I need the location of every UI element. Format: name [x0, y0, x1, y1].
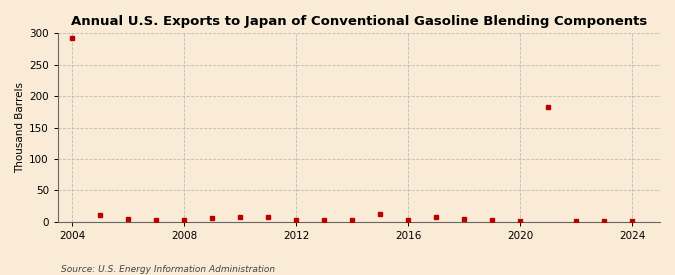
Text: Source: U.S. Energy Information Administration: Source: U.S. Energy Information Administ… — [61, 265, 275, 274]
Title: Annual U.S. Exports to Japan of Conventional Gasoline Blending Components: Annual U.S. Exports to Japan of Conventi… — [71, 15, 647, 28]
Y-axis label: Thousand Barrels: Thousand Barrels — [15, 82, 25, 173]
